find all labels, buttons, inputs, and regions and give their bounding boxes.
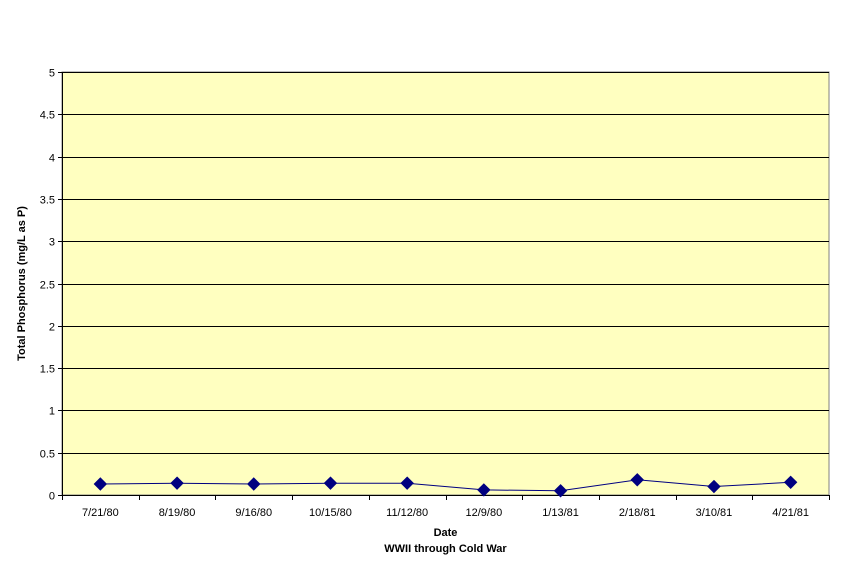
y-axis-title: Total Phosphorus (mg/L as P)	[16, 206, 28, 361]
gridlines	[62, 72, 829, 454]
x-axis-subtitle: WWII through Cold War	[384, 543, 507, 555]
data-point-marker	[93, 477, 108, 491]
x-tick-label: 9/16/80	[235, 507, 272, 519]
data-point-marker	[323, 476, 338, 490]
x-tick-label: 10/15/80	[309, 507, 352, 519]
data-point-marker	[247, 477, 261, 491]
data-point-marker	[553, 484, 568, 498]
y-tick-label: 1	[49, 406, 55, 418]
plot-area	[61, 71, 830, 496]
y-tick-label: 3	[49, 237, 55, 249]
x-tick-label: 7/21/80	[82, 507, 119, 519]
x-axis-title: Date	[434, 527, 458, 539]
x-tick-label: 11/12/80	[386, 507, 428, 519]
y-tick-label: 0.5	[40, 449, 55, 461]
data-point-marker	[630, 473, 644, 487]
y-tick-label: 2.5	[40, 280, 55, 292]
axes	[58, 72, 830, 500]
data-point-marker	[477, 483, 491, 497]
data-point-marker	[400, 476, 414, 490]
series-line	[100, 479, 791, 492]
x-tick-labels: 7/21/80 8/19/80 9/16/80 10/15/80 11/12/80 12/…	[82, 507, 809, 519]
y-tick-label: 0	[49, 491, 55, 503]
data-point-marker	[707, 479, 721, 494]
y-tick-label: 4.5	[40, 110, 55, 122]
x-tick-label: 1/13/81	[542, 507, 579, 519]
data-point-marker	[170, 476, 184, 490]
y-tick-label: 3.5	[40, 195, 55, 207]
y-tick-label: 5	[49, 68, 55, 80]
y-tick-label: 1.5	[40, 364, 55, 376]
x-tick-label: 4/21/81	[772, 507, 809, 519]
x-tick-label: 3/10/81	[696, 507, 733, 519]
series-layer	[93, 473, 798, 498]
x-tick-label: 8/19/80	[159, 507, 196, 519]
x-tick-label: 2/18/81	[619, 507, 656, 519]
data-point-marker	[783, 475, 798, 490]
y-tick-labels: 0 0.5 1 1.5 2 2.5 3 3.5 4 4.5 5	[40, 68, 55, 503]
x-tick-label: 12/9/80	[465, 507, 502, 519]
y-tick-label: 4	[49, 153, 55, 165]
y-tick-label: 2	[49, 322, 55, 334]
